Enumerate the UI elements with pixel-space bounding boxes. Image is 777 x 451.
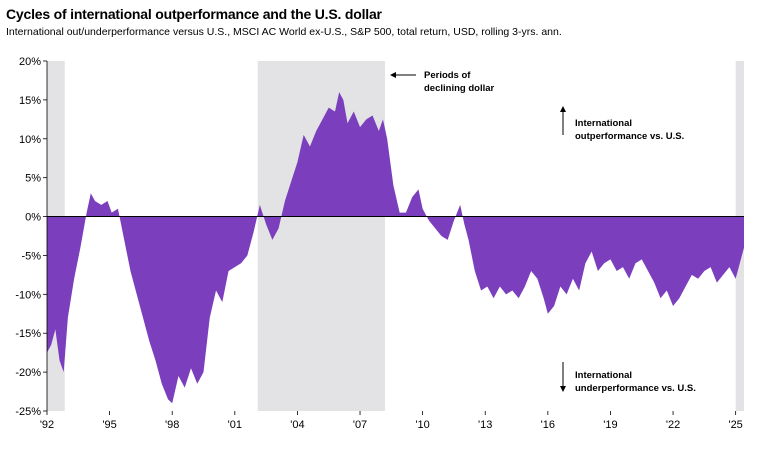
outperformance-annotation: International outperformance vs. U.S. bbox=[560, 106, 684, 142]
shaded-period-1 bbox=[257, 61, 386, 411]
chart-subtitle: International out/underperformance versu… bbox=[6, 26, 562, 38]
y-tick-label: 10% bbox=[19, 134, 41, 146]
x-tick-label: '07 bbox=[353, 419, 367, 431]
up-arrow-icon bbox=[560, 106, 566, 112]
left-arrow-icon bbox=[390, 72, 396, 78]
x-tick-label: '16 bbox=[541, 419, 555, 431]
outperformance-label-line1: International bbox=[575, 118, 632, 129]
x-tick-label: '95 bbox=[102, 419, 116, 431]
x-tick-label: '01 bbox=[228, 419, 242, 431]
y-tick-label: 20% bbox=[19, 56, 41, 68]
underperformance-annotation: International underperformance vs. U.S. bbox=[560, 362, 696, 394]
y-tick-label: -5% bbox=[21, 250, 41, 262]
x-tick-label: '04 bbox=[290, 419, 304, 431]
x-tick-label: '98 bbox=[165, 419, 179, 431]
declining-label-line2: declining dollar bbox=[424, 83, 495, 94]
declining-dollar-annotation: Periods of declining dollar bbox=[390, 70, 495, 94]
y-tick-label: -15% bbox=[15, 328, 41, 340]
underperformance-label-line1: International bbox=[575, 370, 632, 381]
x-tick-label: '25 bbox=[728, 419, 742, 431]
x-tick-label: '10 bbox=[415, 419, 429, 431]
x-tick-label: '22 bbox=[666, 419, 680, 431]
y-axis-ticks: 20% 15% 10% 5% 0% -5% -10% -15% -20% -25% bbox=[15, 56, 47, 418]
chart-title: Cycles of international outperformance a… bbox=[6, 6, 382, 22]
y-tick-label: 0% bbox=[25, 212, 41, 224]
declining-label-line1: Periods of bbox=[424, 70, 471, 81]
y-tick-label: -20% bbox=[15, 367, 41, 379]
performance-area-series bbox=[47, 92, 744, 404]
y-tick-label: -25% bbox=[15, 406, 41, 418]
x-axis-ticks: '92 '95 '98 '01 '04 '07 '10 '13 '16 '19 '22 '25 bbox=[40, 411, 743, 431]
y-tick-label: -10% bbox=[15, 289, 41, 301]
y-tick-label: 5% bbox=[25, 173, 41, 185]
down-arrow-icon bbox=[560, 386, 566, 392]
x-tick-label: '19 bbox=[603, 419, 617, 431]
y-tick-label: 15% bbox=[19, 95, 41, 107]
x-tick-label: '13 bbox=[478, 419, 492, 431]
outperformance-label-line2: outperformance vs. U.S. bbox=[575, 131, 684, 142]
x-tick-label: '92 bbox=[40, 419, 54, 431]
underperformance-label-line2: underperformance vs. U.S. bbox=[575, 383, 696, 394]
